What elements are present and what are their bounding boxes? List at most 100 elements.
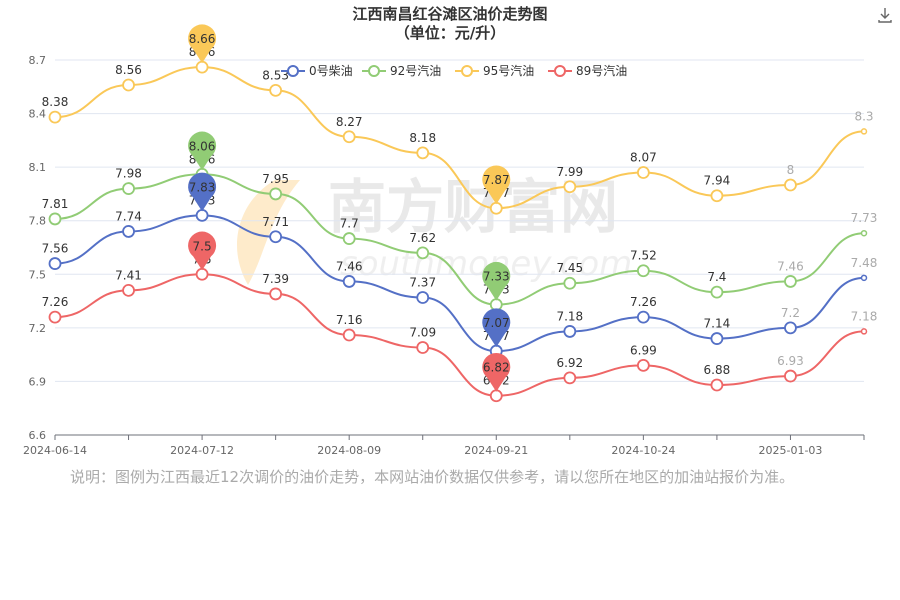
y-tick-label: 8.7 — [29, 54, 47, 67]
data-label: 7.45 — [556, 261, 583, 275]
data-point[interactable] — [416, 146, 430, 160]
pin-marker[interactable]: 7.87 — [482, 165, 511, 205]
data-point[interactable] — [416, 291, 430, 304]
data-point[interactable] — [563, 325, 577, 338]
data-label: 7.14 — [704, 317, 731, 331]
data-point[interactable] — [860, 328, 868, 335]
data-label: 7.48 — [851, 256, 878, 270]
legend-item[interactable]: 95号汽油 — [455, 63, 534, 78]
x-tick-label: 2024-06-14 — [23, 444, 87, 457]
series-3 — [48, 267, 868, 403]
data-label: 7.95 — [262, 172, 289, 186]
data-point[interactable] — [784, 369, 797, 383]
legend-label: 95号汽油 — [483, 63, 534, 78]
data-point[interactable] — [122, 78, 135, 92]
data-point[interactable] — [416, 341, 430, 354]
download-icon[interactable] — [878, 8, 892, 23]
data-point[interactable] — [48, 310, 62, 324]
pin-label: 8.06 — [189, 139, 216, 153]
data-point[interactable] — [710, 285, 724, 299]
pin-marker[interactable]: 7.83 — [188, 172, 217, 212]
data-label: 7.62 — [409, 231, 436, 245]
y-tick-label: 8.1 — [29, 161, 47, 174]
data-point[interactable] — [563, 180, 577, 194]
data-point[interactable] — [860, 128, 868, 135]
data-point[interactable] — [342, 130, 356, 144]
pin-shape — [482, 165, 511, 205]
data-point[interactable] — [342, 275, 356, 288]
data-point[interactable] — [269, 287, 283, 301]
data-point[interactable] — [636, 358, 650, 372]
pin-marker[interactable]: 7.33 — [482, 261, 511, 301]
series-line — [54, 214, 865, 353]
data-label: 7.52 — [630, 249, 657, 263]
data-label: 7.73 — [851, 211, 878, 225]
data-label: 7.99 — [556, 165, 583, 179]
pin-label: 8.66 — [189, 32, 216, 46]
series-1 — [48, 167, 868, 312]
series-0 — [48, 208, 868, 358]
data-point[interactable] — [195, 60, 209, 74]
data-label: 7.46 — [336, 259, 363, 273]
legend-item[interactable]: 89号汽油 — [548, 63, 627, 78]
watermark-logo-icon — [236, 180, 300, 285]
legend-item[interactable]: 92号汽油 — [362, 63, 441, 78]
data-label: 7.74 — [115, 209, 142, 223]
series-2 — [48, 60, 868, 215]
legend-label: 89号汽油 — [576, 63, 627, 78]
data-label: 8 — [787, 163, 795, 177]
data-point[interactable] — [710, 378, 724, 392]
data-point[interactable] — [416, 246, 430, 260]
data-point[interactable] — [710, 332, 724, 345]
pin-marker[interactable]: 6.82 — [482, 352, 511, 392]
data-point[interactable] — [342, 232, 356, 245]
pin-marker[interactable]: 8.06 — [188, 131, 217, 171]
data-label: 7.26 — [42, 295, 69, 309]
data-point[interactable] — [636, 264, 650, 278]
data-point[interactable] — [48, 212, 62, 226]
data-point[interactable] — [710, 189, 724, 203]
legend-item[interactable]: 0号柴油 — [281, 64, 353, 78]
pin-label: 7.83 — [189, 180, 216, 194]
data-point[interactable] — [269, 83, 283, 97]
x-axis: 2024-06-14 2024-07-12 2024-08-09 2024-09-21… — [23, 434, 865, 457]
data-point[interactable] — [489, 389, 503, 403]
pin-marker[interactable]: 7.5 — [188, 231, 217, 271]
data-point[interactable] — [269, 230, 283, 244]
data-point[interactable] — [860, 229, 868, 237]
data-label: 7.81 — [42, 197, 69, 211]
data-point[interactable] — [48, 257, 62, 270]
x-tick-label: 2024-07-12 — [170, 444, 234, 457]
data-label: 7.26 — [630, 295, 657, 309]
data-point[interactable] — [122, 283, 135, 297]
data-point[interactable] — [195, 208, 209, 222]
pin-marker[interactable]: 8.66 — [188, 24, 217, 64]
data-label: 7.16 — [336, 313, 363, 327]
data-point[interactable] — [195, 267, 209, 281]
x-tick-label: 2024-08-09 — [317, 444, 381, 457]
data-point[interactable] — [563, 371, 577, 385]
data-label: 6.88 — [704, 363, 731, 377]
data-point[interactable] — [563, 276, 577, 290]
data-point[interactable] — [269, 187, 283, 201]
data-label: 6.92 — [556, 356, 583, 370]
legend[interactable]: 0号柴油 92号汽油 95号汽油 89号汽油 — [281, 63, 627, 78]
data-point[interactable] — [48, 110, 62, 124]
data-point[interactable] — [122, 182, 135, 195]
data-label: 7.37 — [409, 276, 436, 290]
data-point[interactable] — [342, 328, 356, 342]
data-point[interactable] — [784, 178, 797, 192]
pin-shape — [188, 131, 217, 171]
pin-marker[interactable]: 7.07 — [482, 308, 511, 348]
legend-symbol — [554, 65, 566, 77]
data-point[interactable] — [636, 166, 650, 179]
y-tick-label: 6.9 — [29, 375, 47, 388]
data-point[interactable] — [784, 275, 797, 288]
data-point[interactable] — [860, 274, 868, 282]
data-point[interactable] — [489, 201, 503, 215]
x-tick-label: 2025-01-03 — [758, 444, 822, 457]
data-label: 7.7 — [340, 217, 359, 231]
data-point[interactable] — [636, 310, 650, 324]
data-point[interactable] — [784, 321, 797, 335]
data-point[interactable] — [122, 225, 135, 238]
